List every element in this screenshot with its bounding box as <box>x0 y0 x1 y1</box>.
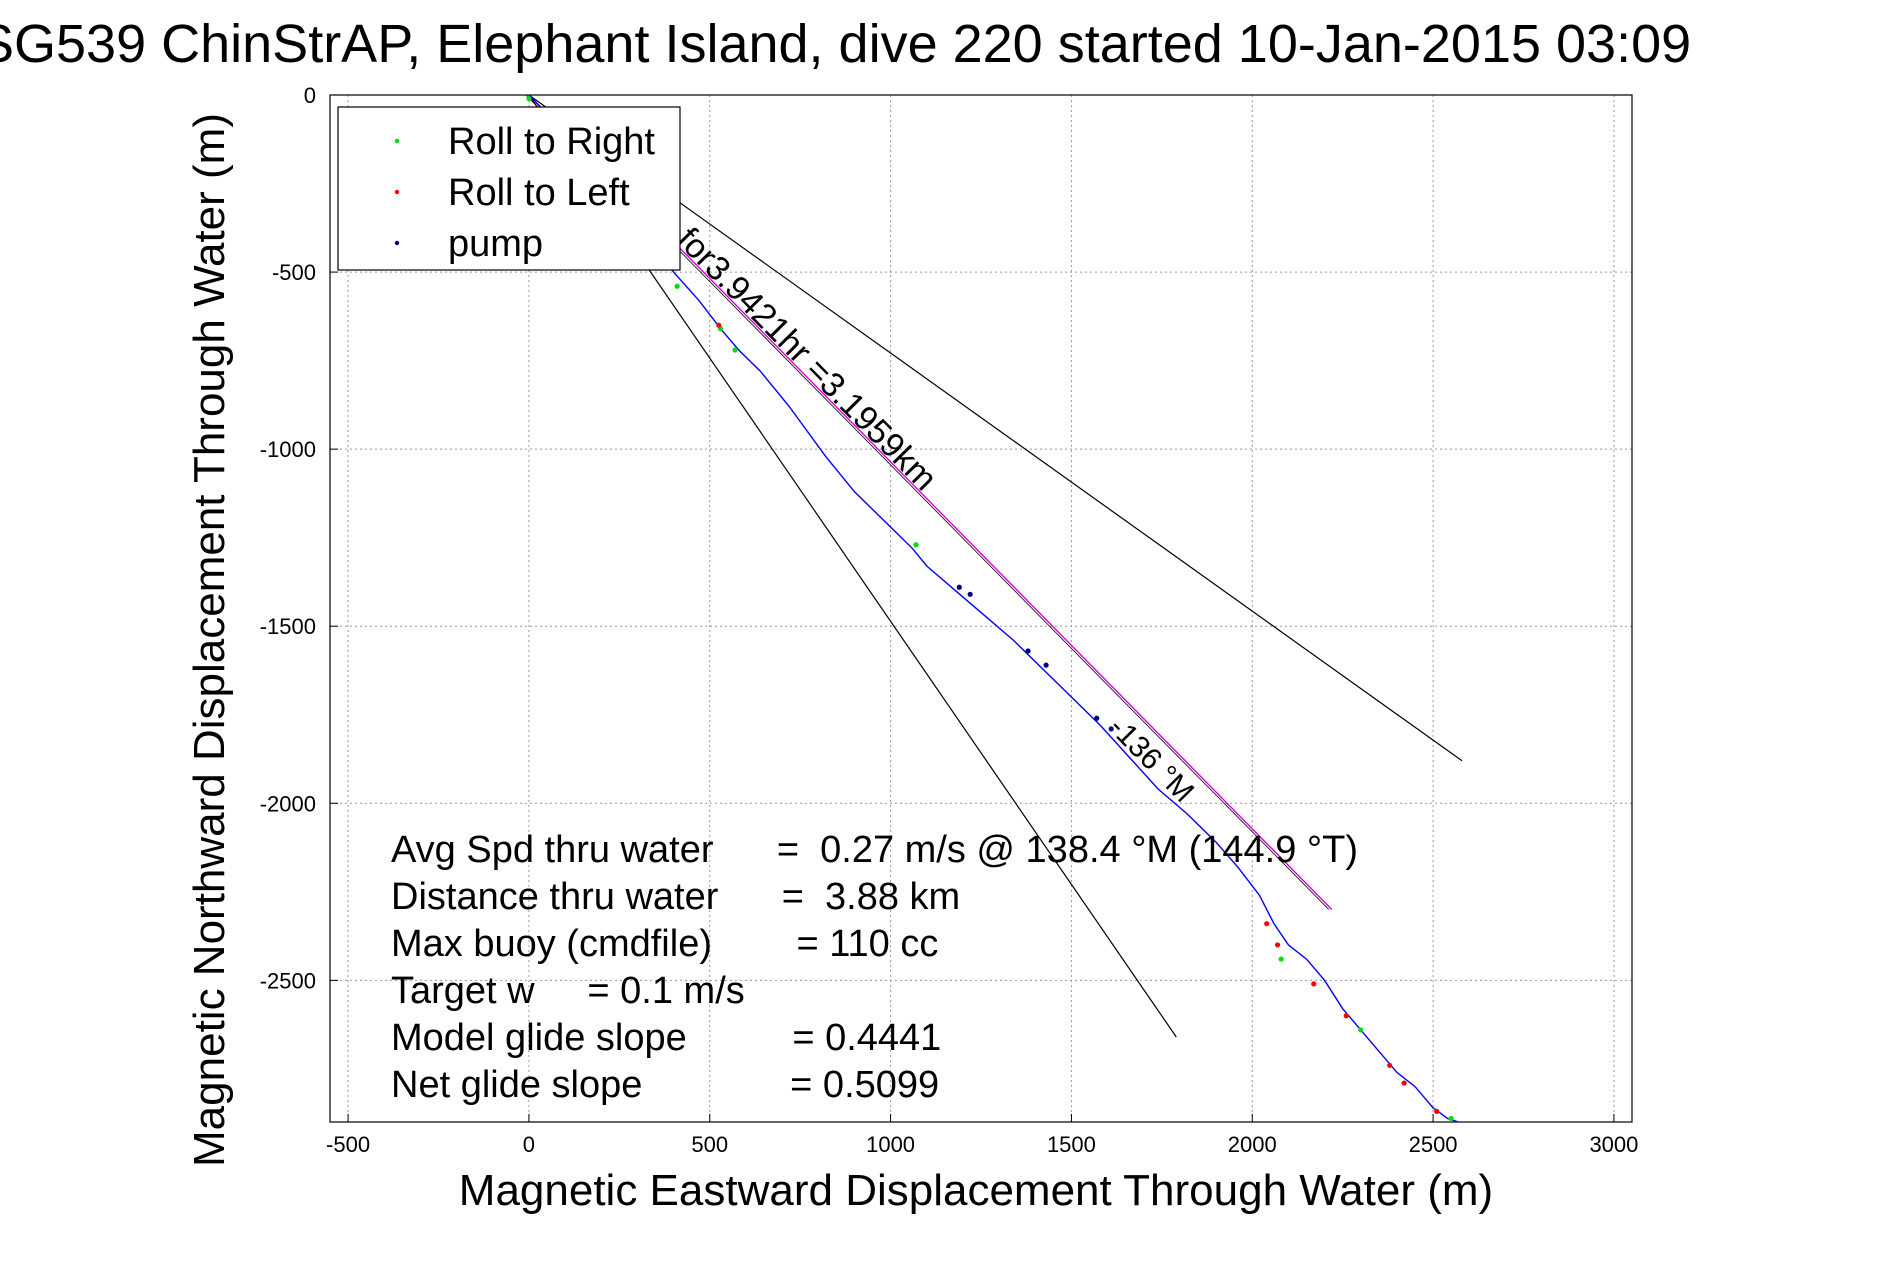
pump-point <box>1043 662 1049 668</box>
roll-left-point <box>1274 942 1281 948</box>
axes <box>329 94 1633 1123</box>
plot-frame <box>329 94 1633 1123</box>
legend-label: Roll to Right <box>448 121 655 163</box>
y-tick-label: -2000 <box>260 791 316 816</box>
track-series <box>528 94 1459 1123</box>
legend-marker <box>394 189 400 195</box>
x-tick-label: 2000 <box>1228 1132 1277 1157</box>
x-axis-label: Magnetic Eastward Displacement Through W… <box>459 1166 1493 1215</box>
roll-left-point <box>1311 981 1317 987</box>
roll-left-point <box>1387 1062 1393 1068</box>
y-tick-label: -500 <box>272 260 316 285</box>
stats-line: Avg Spd thru water = 0.27 m/s @ 138.4 °M… <box>391 829 1358 871</box>
x-tick-label: 0 <box>523 1132 535 1157</box>
roll-right-point <box>674 283 680 289</box>
roll-right-point <box>526 95 532 102</box>
pump-point <box>1025 648 1031 654</box>
stats-line: Target w = 0.1 m/s <box>391 970 745 1012</box>
pump-point <box>967 591 973 597</box>
pump-point <box>956 584 962 590</box>
x-tick-label: 2500 <box>1409 1132 1458 1157</box>
pump-point <box>1094 715 1100 721</box>
pump-point <box>1108 726 1114 732</box>
stats-line: Max buoy (cmdfile) = 110 cc <box>391 923 938 965</box>
roll-left-point <box>1343 1013 1349 1019</box>
roll-left-point <box>1434 1108 1440 1114</box>
legend-label: pump <box>448 223 543 265</box>
x-tick-label: -500 <box>326 1132 370 1157</box>
stats-line: Net glide slope = 0.5099 <box>391 1064 939 1106</box>
heading-annotation: -136 °M <box>1103 711 1200 809</box>
track-line <box>528 94 1459 1123</box>
legend-marker <box>394 138 400 144</box>
chart-title: SG539 ChinStrAP, Elephant Island, dive 2… <box>0 14 1691 74</box>
y-tick-label: 0 <box>304 83 316 108</box>
y-tick-label: -1000 <box>260 437 316 462</box>
roll-right-point <box>732 347 738 353</box>
stats-line: Distance thru water = 3.88 km <box>391 876 960 918</box>
roll-right-point <box>1358 1027 1364 1033</box>
stats-block: Avg Spd thru water = 0.27 m/s @ 138.4 °M… <box>391 829 1358 1106</box>
y-tick-label: -2500 <box>260 968 316 993</box>
roll-left-point <box>716 322 722 328</box>
cone-line <box>528 94 1463 762</box>
markers <box>526 95 1454 1122</box>
roll-right-point <box>1448 1115 1454 1122</box>
roll-right-point <box>913 542 919 548</box>
x-tick-label: 500 <box>691 1132 728 1157</box>
x-tick-label: 1000 <box>866 1132 915 1157</box>
tick-labels: -500 0 500 1000 1500 2000 2500 3000 0 -500 -1000 -1… <box>260 83 1639 1157</box>
x-tick-label: 1500 <box>1047 1132 1096 1157</box>
legend: Roll to Right Roll to Left pump <box>337 106 681 271</box>
legend-label: Roll to Left <box>448 172 630 214</box>
y-tick-label: -1500 <box>260 614 316 639</box>
roll-left-point <box>1264 921 1270 927</box>
x-tick-label: 3000 <box>1589 1132 1638 1157</box>
roll-left-point <box>1401 1080 1407 1086</box>
legend-marker <box>394 240 400 246</box>
stats-line: Model glide slope = 0.4441 <box>391 1017 941 1059</box>
y-axis-label: Magnetic Northward Displacement Through … <box>185 113 234 1167</box>
roll-right-point <box>1278 956 1284 962</box>
